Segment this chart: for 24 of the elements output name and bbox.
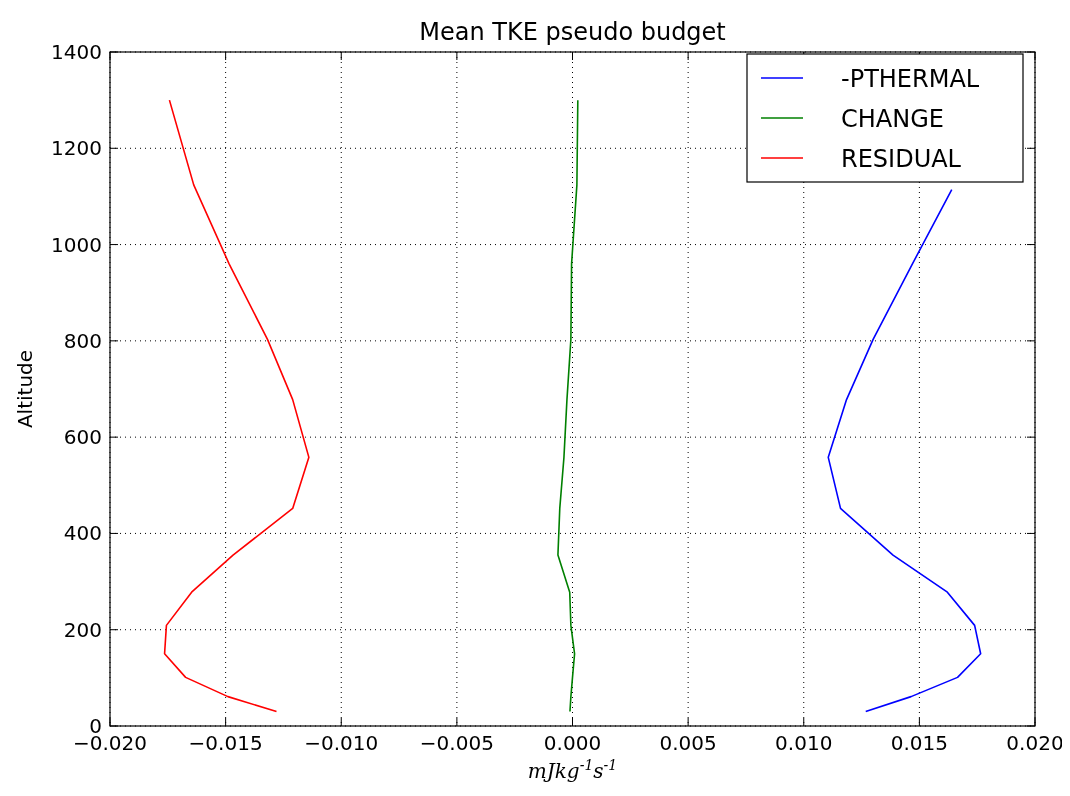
x-tick-label: −0.015 — [188, 731, 263, 755]
legend-label: RESIDUAL — [841, 145, 962, 173]
y-tick-label: 1000 — [51, 232, 102, 257]
legend-label: CHANGE — [841, 105, 944, 133]
line-series — [827, 188, 982, 713]
y-tick-label: 200 — [63, 617, 102, 642]
y-axis-title: Altitude — [13, 349, 37, 429]
x-tick-label: 0.005 — [659, 731, 717, 755]
x-tick-label: 0.010 — [775, 731, 833, 755]
y-tick-label: 800 — [63, 328, 102, 353]
y-tick-label: 600 — [63, 425, 102, 450]
y-tick-label: 1200 — [51, 136, 102, 161]
line-series — [557, 99, 579, 713]
x-axis-title: mJkg$^{-1}$s$^{-1}$ — [527, 757, 618, 783]
x-tick-label: −0.010 — [304, 731, 379, 755]
x-tick-label: 0.015 — [890, 731, 949, 755]
x-tick-label: 0.000 — [543, 731, 602, 755]
y-tick-label: 1400 — [51, 40, 102, 64]
x-tick-label: 0.020 — [1006, 731, 1064, 755]
chart-title: Mean TKE pseudo budget — [419, 18, 726, 46]
legend-label: -PTHERMAL — [841, 65, 980, 93]
y-tick-label: 400 — [63, 521, 102, 546]
x-tick-label: −0.005 — [419, 731, 494, 755]
line-series — [163, 99, 310, 713]
